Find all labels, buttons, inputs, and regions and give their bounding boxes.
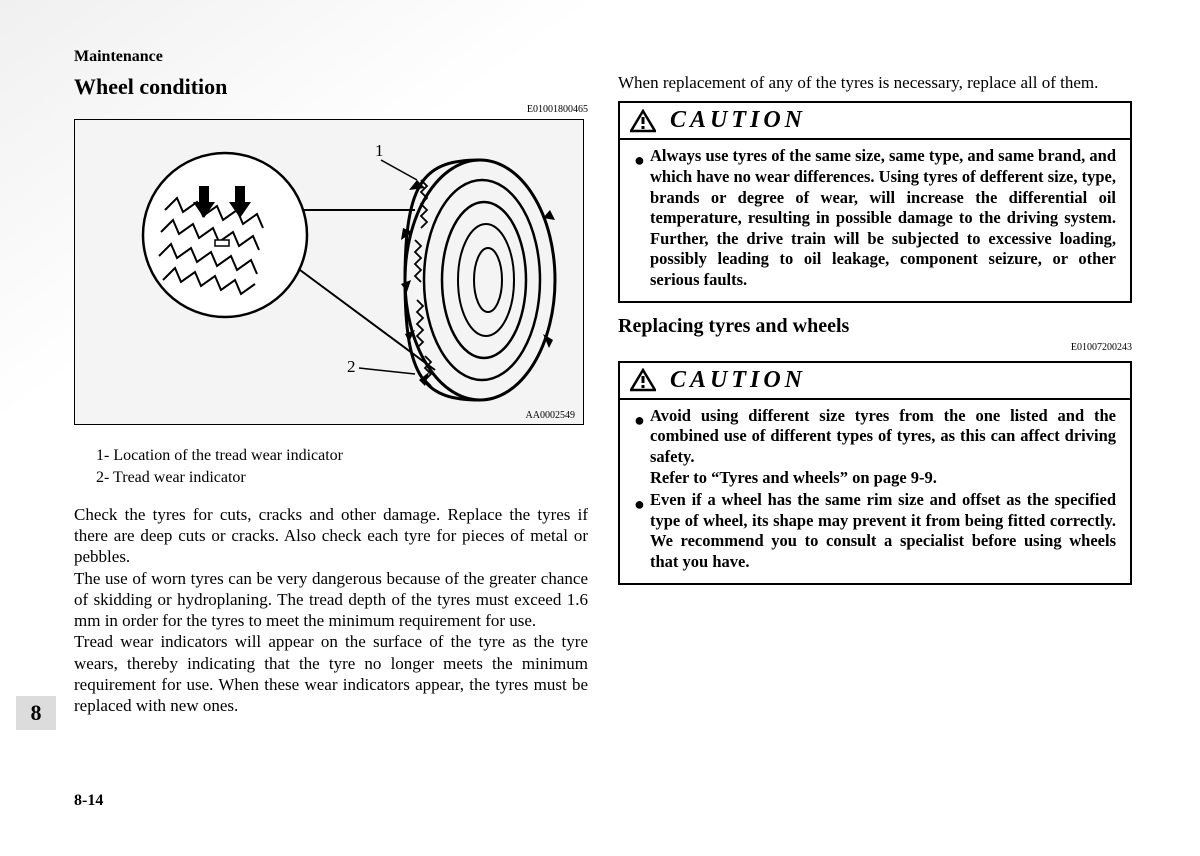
- caution-title-1: CAUTION: [670, 107, 806, 134]
- caution2-item1: ● Avoid using different size tyres from …: [650, 406, 1116, 489]
- left-column: Maintenance Wheel condition E01001800465: [74, 48, 588, 716]
- figure-label-2: 2: [347, 357, 356, 376]
- caution2-ref: Refer to “Tyres and wheels” on page 9-9.: [650, 468, 937, 487]
- page: Maintenance Wheel condition E01001800465: [0, 0, 1200, 856]
- figure-wheel-condition: 1 2 AA0002549: [74, 119, 584, 425]
- legend-item-1: 1- Location of the tread wear indicator: [96, 445, 588, 467]
- warning-icon: [630, 368, 656, 392]
- para-2: The use of worn tyres can be very danger…: [74, 568, 588, 632]
- content-area: Maintenance Wheel condition E01001800465: [74, 48, 1136, 716]
- figure-id: AA0002549: [526, 410, 575, 421]
- right-top-para: When replacement of any of the tyres is …: [618, 72, 1132, 93]
- caution1-text: Always use tyres of the same size, same …: [650, 146, 1116, 289]
- heading-replacing-tyres: Replacing tyres and wheels: [618, 315, 1132, 338]
- caution-box-1: CAUTION ● Always use tyres of the same s…: [618, 101, 1132, 302]
- caution2-item2: ● Even if a wheel has the same rim size …: [650, 490, 1116, 573]
- caution-header-1: CAUTION: [620, 103, 1130, 140]
- right-column: When replacement of any of the tyres is …: [618, 48, 1132, 716]
- bullet-icon: ●: [634, 493, 645, 516]
- caution-box-2: CAUTION ● Avoid using different size tyr…: [618, 361, 1132, 585]
- caution-body-2: ● Avoid using different size tyres from …: [620, 400, 1130, 583]
- bullet-icon: ●: [634, 149, 645, 172]
- warning-icon: [630, 109, 656, 133]
- heading-wheel-condition: Wheel condition: [74, 74, 588, 100]
- chapter-tab: 8: [16, 696, 56, 730]
- caution-body-1: ● Always use tyres of the same size, sam…: [620, 140, 1130, 300]
- caution1-item: ● Always use tyres of the same size, sam…: [650, 146, 1116, 290]
- doc-id-left: E01001800465: [74, 104, 588, 115]
- figure-label-1: 1: [375, 141, 384, 160]
- page-number: 8-14: [74, 792, 103, 810]
- caution-header-2: CAUTION: [620, 363, 1130, 400]
- caution-title-2: CAUTION: [670, 367, 806, 394]
- tire-illustration: 1 2: [75, 120, 583, 422]
- legend-item-2: 2- Tread wear indicator: [96, 467, 588, 489]
- body-text-left: Check the tyres for cuts, cracks and oth…: [74, 504, 588, 717]
- caution2-text2: Even if a wheel has the same rim size an…: [650, 490, 1116, 571]
- para-3: Tread wear indicators will appear on the…: [74, 631, 588, 716]
- caution2-text1: Avoid using different size tyres from th…: [650, 406, 1116, 466]
- doc-id-right: E01007200243: [618, 342, 1132, 353]
- legend: 1- Location of the tread wear indicator …: [96, 445, 588, 490]
- bullet-icon: ●: [634, 409, 645, 432]
- para-1: Check the tyres for cuts, cracks and oth…: [74, 504, 588, 568]
- section-header: Maintenance: [74, 48, 588, 66]
